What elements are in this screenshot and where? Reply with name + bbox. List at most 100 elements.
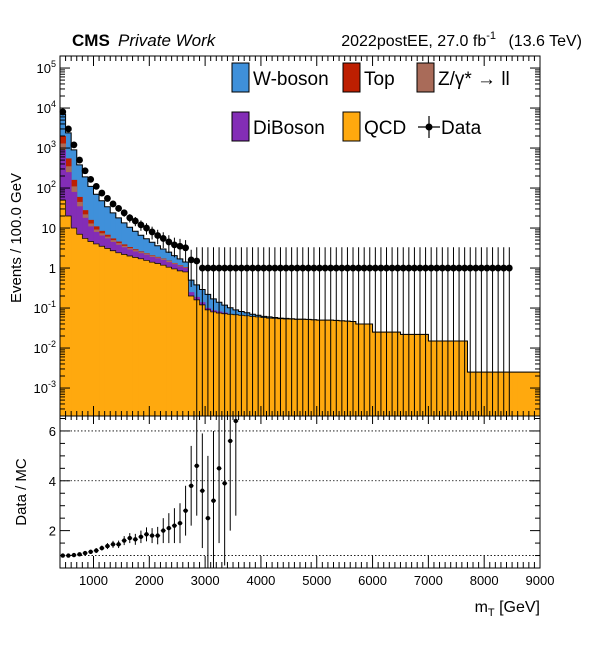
data-point xyxy=(338,264,346,272)
data-point xyxy=(388,264,396,272)
data-point xyxy=(288,264,296,272)
data-point xyxy=(282,264,290,272)
x-tick-label: 7000 xyxy=(414,573,443,588)
legend: W-boson Top Z/γ* → ll DiBoson QCD Data xyxy=(231,62,510,142)
data-point xyxy=(332,264,340,272)
data-point xyxy=(254,264,262,272)
legend-data-marker xyxy=(425,123,433,131)
y-tick-label: 1 xyxy=(49,261,56,276)
data-point xyxy=(187,256,195,264)
bin-qcd xyxy=(115,252,122,417)
data-point xyxy=(304,264,312,272)
data-point xyxy=(198,264,206,272)
ratio-point xyxy=(66,553,71,558)
data-point xyxy=(215,264,223,272)
ratio-point xyxy=(161,528,166,533)
data-point xyxy=(316,264,323,272)
data-point xyxy=(422,264,429,272)
bin-qcd xyxy=(76,234,83,416)
ratio-point xyxy=(99,545,105,551)
x-tick-label: 3000 xyxy=(191,573,220,588)
ratio-point xyxy=(216,466,222,471)
legend-label-data: Data xyxy=(441,118,482,139)
y-tick-exponent: 2 xyxy=(51,179,56,189)
data-point xyxy=(64,125,72,133)
data-point xyxy=(349,264,357,272)
bin-qcd xyxy=(171,268,178,417)
data-point xyxy=(131,217,139,225)
data-point xyxy=(416,264,424,272)
legend-label-wboson: W-boson xyxy=(253,69,329,90)
qcd-outline xyxy=(60,199,540,373)
ratio-point xyxy=(82,550,88,556)
data-point xyxy=(427,264,435,272)
data-point xyxy=(260,264,268,272)
data-point xyxy=(109,200,117,208)
data-point xyxy=(371,264,379,272)
data-point xyxy=(171,241,178,249)
y-tick-exponent: -1 xyxy=(48,299,56,309)
data-point xyxy=(137,221,145,229)
data-point xyxy=(461,264,469,272)
x-tick-label: 5000 xyxy=(302,573,331,588)
legend-swatch-top xyxy=(342,62,361,93)
ratio-point xyxy=(88,549,93,555)
y-tick-exponent: 5 xyxy=(51,59,56,69)
stack-layers xyxy=(59,113,541,417)
ratio-point xyxy=(121,538,127,543)
ratio-point xyxy=(155,533,160,538)
data-point xyxy=(148,228,156,236)
legend-swatch-zll xyxy=(416,62,435,93)
y-axis-label: Events / 100.0 GeV xyxy=(8,173,25,303)
x-tick-label: 6000 xyxy=(358,573,387,588)
data-point xyxy=(143,224,150,232)
y-tick-mantissa: 1 xyxy=(49,261,56,276)
ratio-point xyxy=(194,463,199,469)
legend-label-diboson: DiBoson xyxy=(253,118,325,139)
data-point xyxy=(210,264,217,272)
y-tick-exponent: 3 xyxy=(51,139,56,149)
legend-label-qcd: QCD xyxy=(364,118,406,139)
bin-qcd xyxy=(121,254,128,417)
ratio-point xyxy=(116,542,121,547)
data-point xyxy=(394,264,402,272)
ratio-point xyxy=(149,533,155,538)
bin-qcd xyxy=(177,270,184,417)
y-tick-label: 10-2 xyxy=(34,339,56,356)
data-point xyxy=(193,257,201,265)
data-point xyxy=(466,264,474,272)
ratio-point xyxy=(188,483,194,488)
x-tick-label: 9000 xyxy=(526,573,555,588)
ratio-tick-label: 2 xyxy=(49,524,56,539)
bin-qcd xyxy=(138,258,145,417)
data-point xyxy=(494,264,502,272)
data-point xyxy=(377,264,385,272)
data-point xyxy=(176,242,184,250)
ratio-point xyxy=(127,535,132,541)
bin-qcd xyxy=(188,296,195,416)
bin-qcd xyxy=(512,372,519,417)
data-point xyxy=(438,264,446,272)
bin-qcd xyxy=(182,271,189,416)
data-point xyxy=(265,264,273,272)
data-point xyxy=(310,264,318,272)
bin-qcd xyxy=(517,372,524,417)
legend-label-top: Top xyxy=(364,69,395,90)
data-point xyxy=(104,195,111,202)
y-tick-exponent: -2 xyxy=(48,339,56,349)
data-point xyxy=(120,209,128,217)
ratio-y-axis-ticks: 2 4 6 xyxy=(49,417,540,557)
bin-qcd xyxy=(160,265,167,416)
x-axis-label-sub: T xyxy=(488,607,495,619)
ratio-point xyxy=(133,537,138,542)
x-tick-label: 2000 xyxy=(135,573,164,588)
lumi-text: 2022postEE, 27.0 fb xyxy=(341,33,486,50)
data-point xyxy=(399,264,407,272)
y-tick-exponent: -3 xyxy=(48,379,56,389)
y-tick-mantissa: 10 xyxy=(37,141,51,156)
bin-qcd xyxy=(149,262,156,416)
y-tick-mantissa: 10 xyxy=(37,181,51,196)
x-axis-label-main: m xyxy=(475,599,488,616)
